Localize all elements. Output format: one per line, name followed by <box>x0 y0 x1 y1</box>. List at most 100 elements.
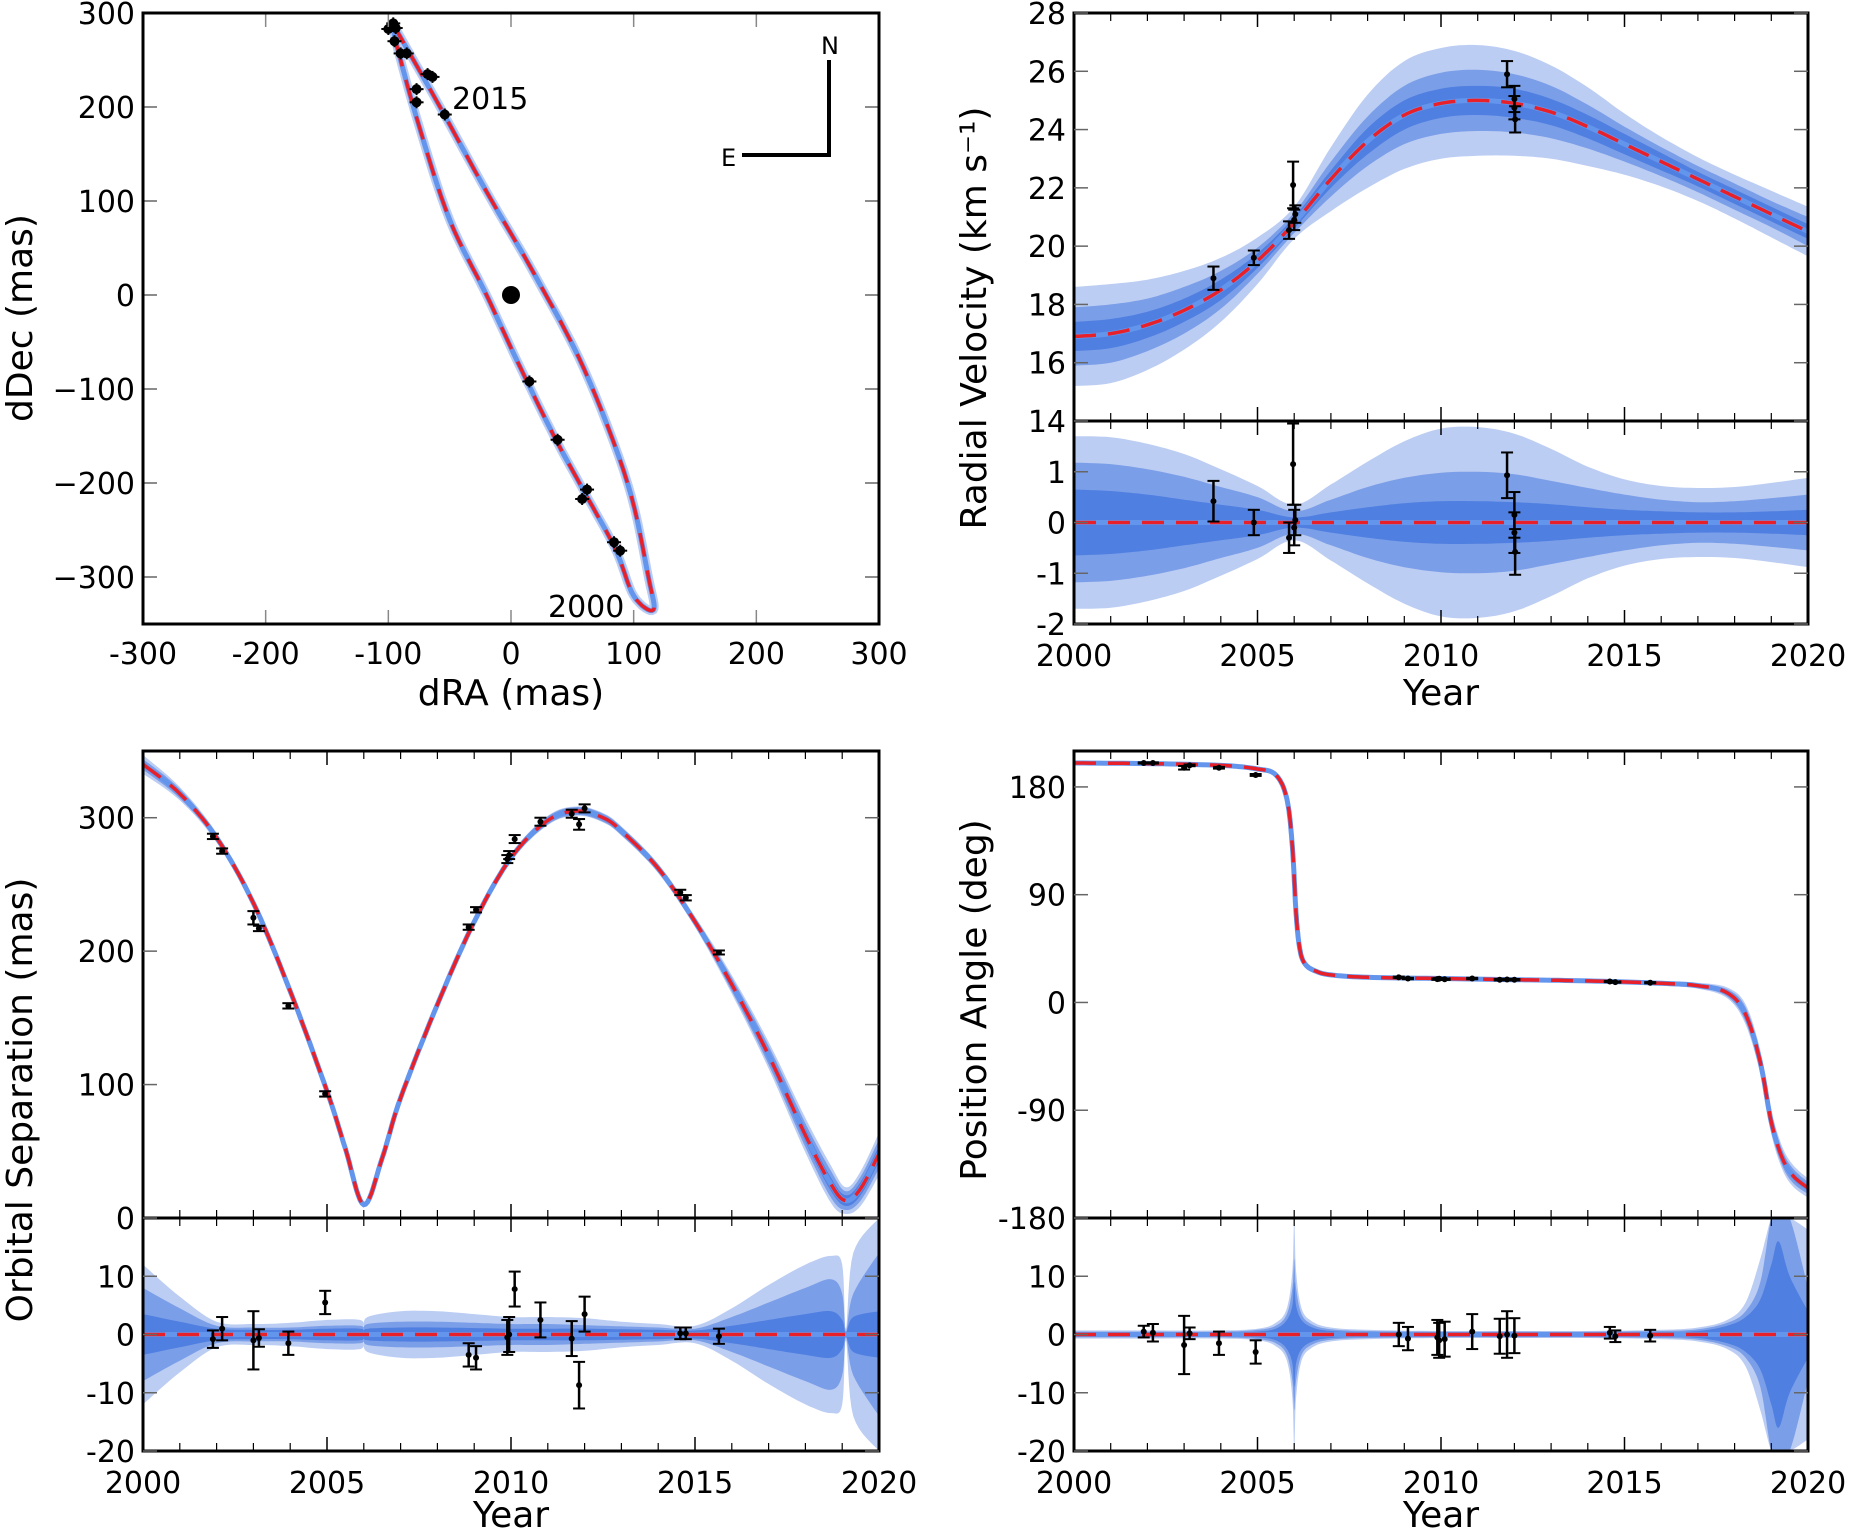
model-line-base <box>1074 760 1808 1191</box>
astrometry-x-tick-label: 200 <box>728 637 785 672</box>
data-point <box>206 1329 219 1349</box>
data-point <box>252 1328 265 1348</box>
data-point <box>534 1301 547 1339</box>
marker <box>1441 976 1448 983</box>
data-point <box>573 818 586 831</box>
marker <box>568 810 575 817</box>
marker <box>582 484 593 495</box>
data-point <box>319 1289 332 1316</box>
marker <box>219 1325 226 1332</box>
data-point <box>1644 979 1657 986</box>
data-point <box>1146 1323 1159 1343</box>
data-point <box>216 847 229 855</box>
band-1sigma <box>1074 85 1808 352</box>
rv-x-label: Year <box>1402 673 1479 714</box>
rv-y-label: Radial Velocity (km s⁻¹) <box>954 107 995 530</box>
rv-residual-plot <box>1074 422 1808 619</box>
marker <box>1186 1330 1193 1337</box>
position_angle-x-tick-label: 2020 <box>1770 1466 1846 1501</box>
orbital_separation-x-tick-label: 2010 <box>473 1466 549 1501</box>
astrometry-point <box>387 35 402 48</box>
pa-main-plot <box>1074 759 1808 1198</box>
marker <box>1469 975 1476 982</box>
marker <box>677 889 684 896</box>
marker <box>1612 979 1619 986</box>
orbital_separation-resid-tick-label: 0 <box>116 1319 135 1354</box>
marker <box>1647 979 1654 986</box>
marker <box>1404 975 1411 982</box>
astrometry-point <box>399 47 414 60</box>
data-point <box>1146 759 1159 766</box>
marker <box>1395 974 1402 981</box>
data-point <box>1247 508 1260 537</box>
data-point <box>679 894 692 902</box>
marker <box>1469 1328 1476 1335</box>
data-point <box>1509 105 1522 134</box>
radial_velocity-main-tick-label: 18 <box>1028 288 1066 323</box>
marker <box>250 1337 257 1344</box>
data-point <box>470 906 483 914</box>
marker <box>577 493 588 504</box>
radial_velocity-main-tick-label: 22 <box>1028 172 1066 207</box>
data-point <box>1438 976 1451 983</box>
data-point <box>1501 60 1514 89</box>
astrometry-y-tick-label: 300 <box>78 0 135 32</box>
marker <box>1496 1333 1503 1340</box>
marker <box>1215 1340 1222 1347</box>
data-point <box>1178 1314 1191 1376</box>
data-point <box>1493 1317 1506 1355</box>
marker <box>209 1336 216 1343</box>
marker <box>1511 1332 1518 1339</box>
annotation-2000: 2000 <box>548 590 624 625</box>
radial_velocity-x-tick-label: 2005 <box>1219 639 1295 674</box>
data-point <box>1466 975 1479 982</box>
marker <box>677 1330 684 1337</box>
marker <box>1181 1341 1188 1348</box>
marker <box>1149 759 1156 766</box>
data-point <box>462 923 475 931</box>
data-point <box>508 834 521 845</box>
astrometry-y-tick-label: −300 <box>53 561 135 596</box>
band-2sigma <box>143 759 879 1210</box>
orbital-separation-panel: Year Orbital Separation (mas) 2000 2005 20… <box>0 749 917 1532</box>
marker <box>715 1333 722 1340</box>
marker <box>322 1090 329 1097</box>
marker <box>537 818 544 825</box>
astrometry-data-points <box>381 17 628 557</box>
marker <box>1252 771 1259 778</box>
marker <box>615 545 626 556</box>
marker <box>255 1334 262 1341</box>
marker <box>1290 181 1297 188</box>
data-point <box>1644 1328 1657 1343</box>
marker <box>581 805 588 812</box>
annotation-2015: 2015 <box>452 82 528 117</box>
position_angle-resid-tick-label: -20 <box>1017 1435 1066 1470</box>
marker <box>524 376 535 387</box>
radial_velocity-x-tick-label: 2000 <box>1036 639 1112 674</box>
orbital_separation-main-tick-label: 0 <box>116 1202 135 1237</box>
astrometry-y-tick-label: 100 <box>78 185 135 220</box>
radial_velocity-main-tick-label: 20 <box>1028 230 1066 265</box>
data-point <box>1183 1326 1196 1341</box>
marker <box>411 97 422 108</box>
radial_velocity-x-tick-label: 2010 <box>1403 639 1479 674</box>
data-point <box>1438 1320 1451 1358</box>
data-point <box>1289 204 1302 224</box>
marker <box>1504 71 1511 78</box>
data-point <box>247 1310 260 1371</box>
radial_velocity-resid-tick-label: 1 <box>1047 456 1066 491</box>
marker <box>1511 976 1518 983</box>
separation-residual-plot <box>143 1218 879 1451</box>
orbital_separation-x-tick-label: 2020 <box>841 1466 917 1501</box>
data-point <box>1401 1325 1414 1352</box>
orbit-model-line <box>389 21 657 614</box>
data-point <box>1287 160 1300 210</box>
marker <box>537 1316 544 1323</box>
data-point <box>1207 265 1220 291</box>
data-point <box>1609 1329 1622 1344</box>
model-line-dashed <box>1074 98 1808 339</box>
astrometry-y-tick-label: −200 <box>53 467 135 502</box>
data-point <box>282 1330 295 1356</box>
orbital_separation-x-tick-label: 2015 <box>657 1466 733 1501</box>
